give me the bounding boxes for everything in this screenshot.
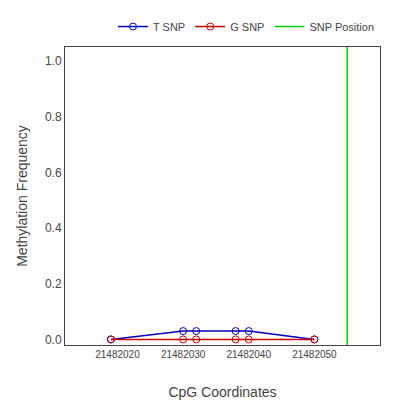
svg-text:G SNP: G SNP [230,21,264,33]
svg-text:SNP Position: SNP Position [309,21,374,33]
svg-text:21482020: 21482020 [95,349,140,360]
svg-text:0.4: 0.4 [45,221,62,235]
svg-text:21482040: 21482040 [227,349,272,360]
svg-text:0.8: 0.8 [45,110,62,124]
svg-text:21482030: 21482030 [161,349,206,360]
svg-text:CpG Coordinates: CpG Coordinates [168,384,276,400]
svg-text:Methylation Frequency: Methylation Frequency [14,125,30,267]
svg-text:0.2: 0.2 [45,277,62,291]
svg-text:T SNP: T SNP [153,21,185,33]
svg-text:0.6: 0.6 [45,166,62,180]
svg-text:21482050: 21482050 [292,349,337,360]
svg-text:1.0: 1.0 [45,54,62,68]
svg-text:0.0: 0.0 [45,333,62,347]
